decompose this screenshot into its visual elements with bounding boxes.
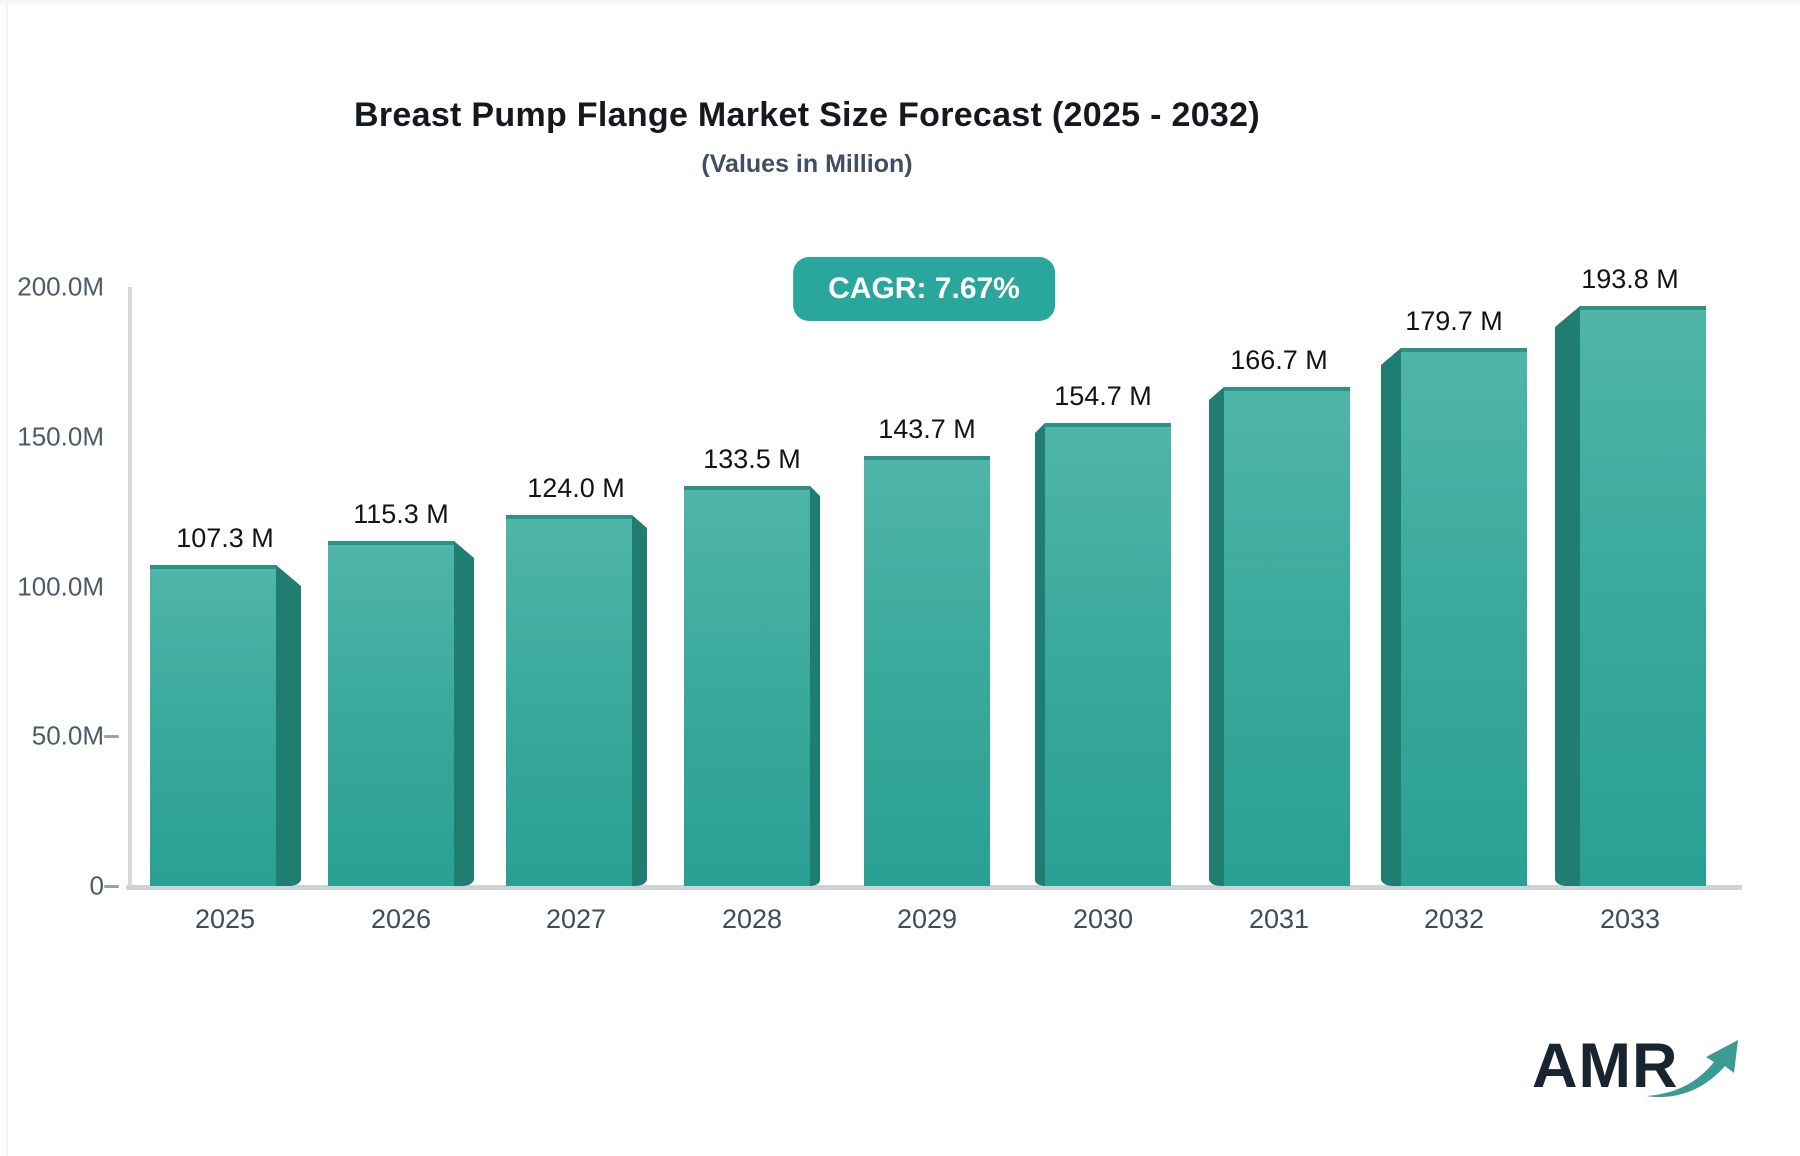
bar-value-label: 193.8 M [1581, 264, 1679, 294]
bar-side-shadow [632, 528, 647, 886]
x-axis-label-2030: 2030 [1072, 904, 1134, 934]
bar-top-bevel [1035, 423, 1045, 433]
bar-2030 [1035, 423, 1171, 886]
x-axis-label-2026: 2026 [370, 904, 432, 934]
bar-value-label: 115.3 M [353, 499, 449, 529]
y-axis-label-200.0M: 200.0M [17, 271, 104, 302]
x-axis-label-2027: 2027 [545, 904, 607, 934]
bar-2025 [150, 565, 301, 886]
bar-face [1580, 306, 1706, 886]
bar-top-bevel [454, 541, 474, 558]
x-axis-label-2029: 2029 [896, 904, 958, 934]
bar-value-label: 166.7 M [1230, 345, 1328, 375]
y-axis-tick [104, 735, 119, 739]
y-axis-label-100.0M: 100.0M [17, 571, 104, 601]
page-left-edge [6, 0, 8, 1156]
x-axis-label-2028: 2028 [721, 904, 783, 934]
bar-side-shadow [810, 496, 820, 886]
bar-top-bevel [632, 515, 647, 528]
bar-value-label: 179.7 M [1405, 306, 1503, 336]
x-axis-label-2032: 2032 [1423, 904, 1485, 934]
cagr-badge: CAGR: 7.67% [793, 257, 1055, 321]
bar-top-bevel [1209, 387, 1224, 400]
bar-side-shadow [454, 558, 474, 886]
bar-2033 [1555, 306, 1706, 886]
bar-2032 [1381, 348, 1527, 886]
bar-value-label: 124.0 M [527, 473, 625, 503]
bar-2031 [1209, 387, 1350, 886]
bar-face [1401, 348, 1527, 886]
amr-logo: AMR [1532, 1030, 1742, 1125]
chart-subtitle: (Values in Million) [701, 150, 913, 178]
bar-face [684, 486, 810, 886]
bar-2026 [328, 541, 474, 886]
bar-side-shadow [1035, 433, 1045, 886]
bar-side-shadow [1209, 400, 1224, 886]
bar-face [328, 541, 454, 886]
y-axis-tick [104, 885, 119, 888]
bar-side-shadow [1555, 327, 1580, 886]
x-axis-baseline [126, 885, 1742, 890]
bar-face [506, 515, 632, 886]
bar-face [1224, 387, 1350, 886]
bar-side-shadow [276, 586, 301, 886]
y-axis-label-0: 0 [89, 870, 104, 901]
y-axis-label-50.0M: 50.0M [31, 720, 104, 751]
bar-2028 [684, 486, 820, 886]
bar-face [1045, 423, 1171, 886]
bar-value-label: 107.3 M [176, 523, 274, 553]
y-axis-line [128, 287, 132, 888]
bar-top-bevel [810, 486, 820, 496]
x-axis-label-2031: 2031 [1248, 904, 1310, 934]
amr-logo-arrow-icon [1646, 1040, 1738, 1098]
x-axis-label-2033: 2033 [1599, 904, 1661, 934]
page-top-edge [0, 0, 1800, 5]
bar-2027 [506, 515, 647, 886]
bar-value-label: 154.7 M [1054, 381, 1152, 411]
bar-top-bevel [1555, 306, 1580, 327]
chart-title: Breast Pump Flange Market Size Forecast … [354, 96, 1260, 134]
x-axis-label-2025: 2025 [194, 904, 256, 934]
bar-face [864, 456, 990, 886]
bar-side-shadow [1381, 365, 1401, 886]
y-axis-label-150.0M: 150.0M [17, 421, 104, 452]
bar-face [150, 565, 276, 886]
bar-top-bevel [1381, 348, 1401, 365]
bar-2029 [864, 456, 990, 886]
bar-top-bevel [276, 565, 301, 586]
bar-value-label: 133.5 M [703, 444, 801, 474]
amr-logo-text: AMR [1532, 1031, 1679, 1101]
bar-value-label: 143.7 M [878, 414, 976, 444]
